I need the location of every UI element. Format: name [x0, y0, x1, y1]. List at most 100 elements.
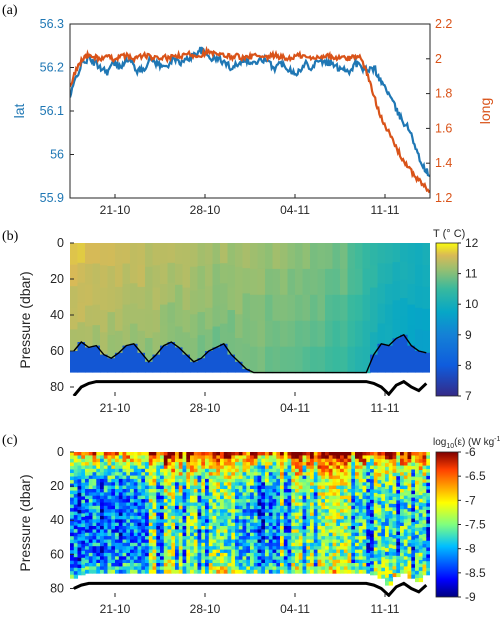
dissipation-cell [160, 566, 165, 571]
temperature-cell [220, 263, 229, 284]
dissipation-cell [163, 556, 169, 561]
dissipation-cell [358, 468, 364, 473]
dissipation-cell [343, 452, 349, 456]
x-tick-label: 28-10 [190, 203, 221, 217]
dissipation-cell [268, 515, 274, 520]
dissipation-cell [261, 556, 266, 561]
dissipation-cell [422, 520, 427, 525]
dissipation-cell [103, 552, 109, 557]
dissipation-cell [88, 509, 94, 514]
temperature-cell [385, 284, 394, 306]
temperature-cell [77, 262, 86, 284]
dissipation-cell [366, 566, 371, 571]
dissipation-cell [418, 542, 424, 547]
dissipation-cell [190, 455, 195, 460]
dissipation-cell [92, 489, 97, 493]
dissipation-cell [130, 559, 135, 564]
dissipation-cell [208, 515, 214, 520]
dissipation-cell [347, 485, 352, 490]
dissipation-cell [362, 512, 367, 517]
dissipation-cell [85, 478, 90, 483]
dissipation-cell [377, 480, 382, 485]
dissipation-cell [175, 552, 180, 557]
dissipation-cell [250, 502, 255, 507]
dissipation-cell [186, 475, 191, 480]
temperature-cell [92, 325, 101, 347]
temperature-cell [242, 318, 251, 345]
dissipation-cell [92, 552, 97, 557]
dissipation-cell [130, 499, 135, 503]
dissipation-cell [88, 559, 94, 564]
dissipation-cell [133, 509, 139, 514]
dissipation-cell [145, 532, 150, 537]
dissipation-cell [347, 502, 352, 507]
dissipation-cell [302, 526, 307, 530]
dissipation-cell [100, 495, 105, 500]
dissipation-cell [287, 465, 292, 470]
temperature-cell [347, 346, 356, 374]
dissipation-cell [257, 505, 262, 510]
dissipation-cell [343, 552, 349, 557]
dissipation-cell [261, 566, 266, 571]
dissipation-cell [141, 499, 146, 503]
dissipation-cell [88, 529, 94, 534]
dissipation-cell [115, 465, 120, 470]
dissipation-cell [355, 559, 360, 564]
dissipation-cell [407, 466, 412, 471]
dissipation-cell [73, 543, 79, 548]
dissipation-cell [400, 462, 405, 466]
dissipation-column [377, 452, 382, 579]
dissipation-column [141, 452, 146, 574]
dissipation-cell [235, 519, 240, 524]
dissipation-cell [193, 489, 199, 493]
dissipation-cell [298, 515, 304, 520]
temperature-cell [235, 243, 244, 268]
dissipation-cell [160, 499, 165, 503]
dissipation-column [238, 452, 244, 574]
dissipation-cell [70, 487, 75, 492]
dissipation-cell [242, 482, 247, 487]
dissipation-cell [197, 492, 202, 497]
temperature-cell [287, 268, 296, 296]
dissipation-cell [287, 536, 292, 540]
dissipation-cell [205, 478, 210, 483]
pressure-tick-label: 40 [50, 513, 64, 527]
dissipation-cell [298, 536, 304, 540]
temperature-cell [235, 266, 244, 292]
dissipation-cell [321, 552, 326, 557]
dissipation-cell [216, 478, 221, 483]
dissipation-cell [73, 504, 79, 509]
dissipation-cell [366, 509, 371, 514]
dissipation-cell [242, 549, 247, 554]
dissipation-cell [407, 469, 412, 474]
dissipation-cell [268, 465, 274, 470]
dissipation-cell [156, 495, 161, 500]
dissipation-cell [208, 549, 214, 554]
dissipation-cell [373, 465, 379, 470]
dissipation-cell [250, 489, 255, 493]
dissipation-column [133, 452, 139, 574]
dissipation-cell [291, 559, 296, 564]
dissipation-cell [160, 509, 165, 514]
dissipation-cell [92, 475, 97, 480]
temperature-cell [227, 265, 236, 289]
dissipation-cell [340, 499, 345, 503]
dissipation-cell [96, 489, 101, 493]
dissipation-cell [107, 505, 112, 510]
dissipation-cell [415, 455, 420, 460]
dissipation-cell [212, 559, 217, 564]
dissipation-cell [133, 452, 139, 456]
dissipation-cell [193, 468, 199, 473]
dissipation-cell [107, 515, 112, 520]
dissipation-cell [115, 505, 120, 510]
dissipation-cell [216, 489, 221, 493]
dissipation-cell [276, 526, 281, 530]
dissipation-cell [306, 502, 311, 507]
dissipation-cell [407, 455, 412, 460]
dissipation-cell [235, 489, 240, 493]
temperature-column [145, 243, 154, 373]
dissipation-cell [400, 515, 405, 520]
dissipation-cell [306, 499, 311, 503]
dissipation-cell [238, 468, 244, 473]
dissipation-cell [272, 522, 277, 527]
